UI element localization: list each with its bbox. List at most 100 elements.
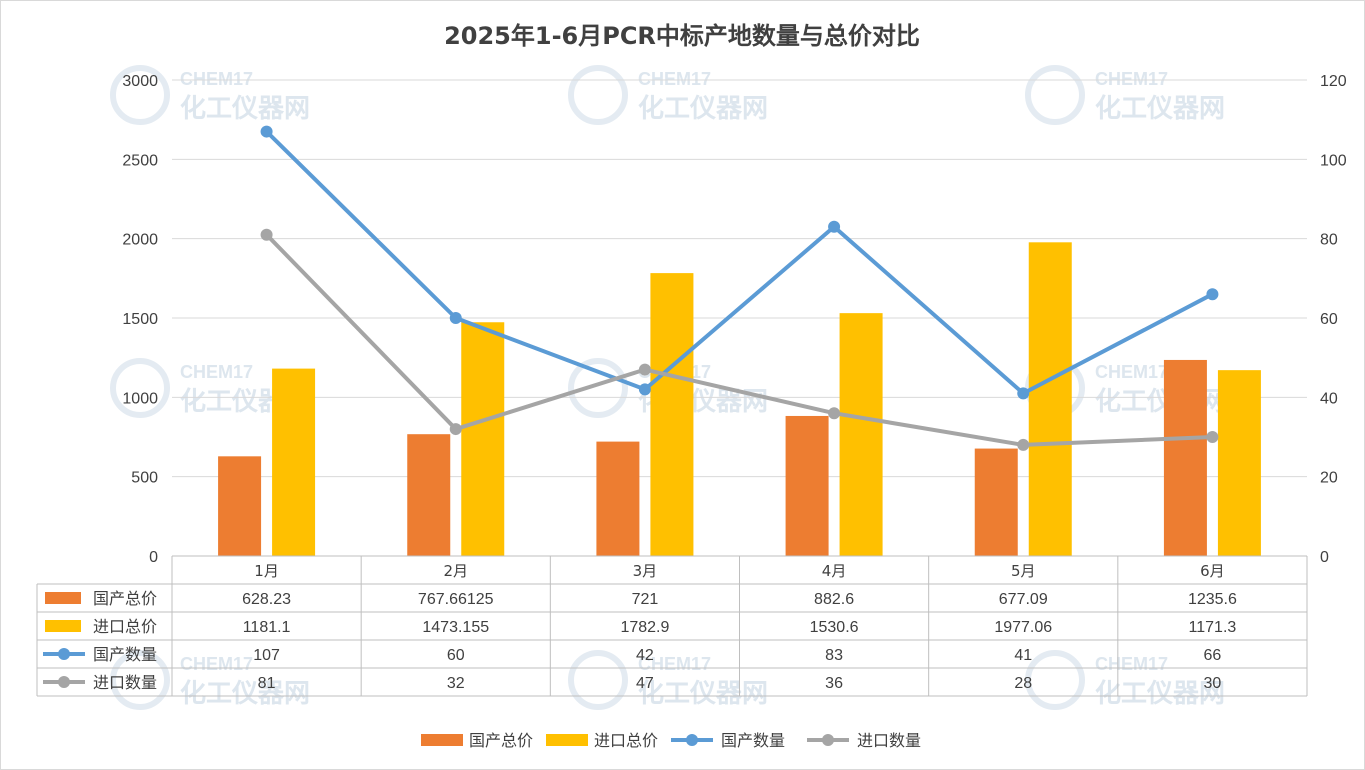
y-right-tick-label: 60 [1320, 311, 1338, 328]
gridlines [172, 79, 1307, 478]
table-cell: 36 [825, 675, 843, 692]
row-key-marker-进口数量 [58, 676, 70, 688]
watermark-text: 化工仪器网 [180, 94, 310, 124]
table-cell: 47 [636, 675, 654, 692]
bar-进口总价-1月 [272, 368, 316, 556]
y-right-tick-label: 120 [1320, 73, 1347, 90]
table-cell: 628.23 [242, 591, 291, 608]
table-cell: 32 [447, 675, 465, 692]
category-label: 6月 [1200, 562, 1225, 580]
table-cell: 66 [1204, 647, 1222, 664]
row-label: 进口数量 [93, 673, 157, 692]
legend-label: 国产数量 [721, 731, 785, 750]
y-right-tick-label: 20 [1320, 470, 1338, 487]
watermark-text: 化工仪器网 [638, 679, 768, 709]
y-right-tick-label: 40 [1320, 390, 1338, 407]
legend-key-进口总价 [546, 734, 588, 746]
point-进口数量-4月 [828, 407, 841, 420]
bar-进口总价-2月 [461, 322, 505, 556]
bars [218, 242, 1261, 557]
watermark-logo [568, 650, 628, 710]
bar-国产总价-1月 [218, 456, 262, 556]
table-cell: 107 [253, 647, 280, 664]
table-cell: 767.66125 [418, 591, 494, 608]
lines [260, 125, 1219, 451]
table-cell: 83 [825, 647, 843, 664]
watermark-logo [1025, 65, 1085, 125]
table-cell: 1473.155 [422, 619, 489, 636]
table-cell: 30 [1204, 675, 1222, 692]
category-label: 1月 [254, 562, 279, 580]
legend-label: 国产总价 [469, 731, 533, 750]
y-left-tick-label: 2500 [122, 152, 158, 169]
y-left-tick-label: 1500 [122, 311, 158, 328]
y-left-tick-label: 3000 [122, 73, 158, 90]
table-cell: 721 [632, 591, 659, 608]
watermark-text: 化工仪器网 [1095, 94, 1225, 124]
row-key-进口总价 [45, 620, 81, 632]
table-cell: 60 [447, 647, 465, 664]
row-key-国产总价 [45, 592, 81, 604]
table-cell: 41 [1014, 647, 1032, 664]
watermark-text: CHEM17 [180, 362, 253, 382]
bar-进口总价-5月 [1028, 242, 1072, 557]
bar-国产总价-2月 [407, 434, 451, 556]
table-cell: 42 [636, 647, 654, 664]
table-cell: 1171.3 [1189, 619, 1237, 636]
point-国产数量-3月 [638, 383, 651, 396]
bar-进口总价-6月 [1217, 370, 1261, 556]
y-right-tick-label: 0 [1320, 549, 1329, 566]
table-cell: 28 [1014, 675, 1032, 692]
bar-国产总价-6月 [1163, 359, 1207, 556]
point-进口数量-3月 [638, 363, 651, 376]
watermark-layer: CHEM17 化工仪器网 CHEM17 化工仪器网 CHEM17 化工仪器网 CHEM17 化… [110, 65, 1225, 710]
watermark-text: CHEM17 [180, 654, 253, 674]
table-cell: 677.09 [999, 591, 1048, 608]
chart-title: 2025年1-6月PCR中标产地数量与总价对比 [444, 22, 920, 50]
point-进口数量-6月 [1206, 431, 1219, 443]
watermark-text: 化工仪器网 [1095, 679, 1225, 709]
row-label: 国产数量 [93, 645, 157, 664]
category-label: 5月 [1011, 562, 1036, 580]
watermark-text: CHEM17 [1095, 69, 1168, 89]
watermark-logo [110, 65, 170, 125]
legend-label: 进口数量 [857, 731, 921, 750]
point-进口数量-5月 [1017, 438, 1030, 451]
watermark-logo [110, 358, 170, 418]
y-left-tick-label: 500 [131, 470, 158, 487]
watermark-logo [568, 358, 628, 418]
point-国产数量-6月 [1206, 288, 1219, 301]
y-left-tick-label: 1000 [122, 390, 158, 407]
watermark-text: 化工仪器网 [638, 94, 768, 124]
legend-key-国产总价 [421, 734, 463, 746]
y-right-tick-label: 80 [1320, 232, 1338, 249]
table-cell: 1181.1 [243, 619, 291, 636]
point-国产数量-2月 [449, 312, 462, 324]
row-key-marker-国产数量 [58, 648, 70, 660]
legend-marker-国产数量 [686, 734, 698, 746]
table-cell: 882.6 [814, 591, 854, 608]
watermark-text: CHEM17 [180, 69, 253, 89]
y-left-tick-label: 2000 [122, 232, 158, 249]
table-cell: 1977.06 [994, 619, 1052, 636]
watermark-text: CHEM17 [638, 654, 711, 674]
table-cell: 1235.6 [1188, 591, 1237, 608]
bar-进口总价-4月 [839, 313, 883, 556]
legend: 国产总价 进口总价 国产数量 进口数量 [421, 731, 921, 750]
series-line-进口数量 [265, 233, 1213, 447]
watermark-text: CHEM17 [1095, 654, 1168, 674]
watermark-text: 化工仪器网 [180, 679, 310, 709]
point-进口数量-1月 [260, 228, 273, 241]
point-国产数量-5月 [1017, 387, 1030, 400]
bar-国产总价-5月 [974, 448, 1018, 556]
table-cell: 1782.9 [620, 619, 669, 636]
watermark-text: CHEM17 [1095, 362, 1168, 382]
watermark-logo [568, 65, 628, 125]
y-right-tick-label: 100 [1320, 152, 1347, 169]
table-cell: 1530.6 [810, 619, 859, 636]
row-label: 国产总价 [93, 589, 157, 608]
bar-国产总价-3月 [596, 441, 640, 556]
